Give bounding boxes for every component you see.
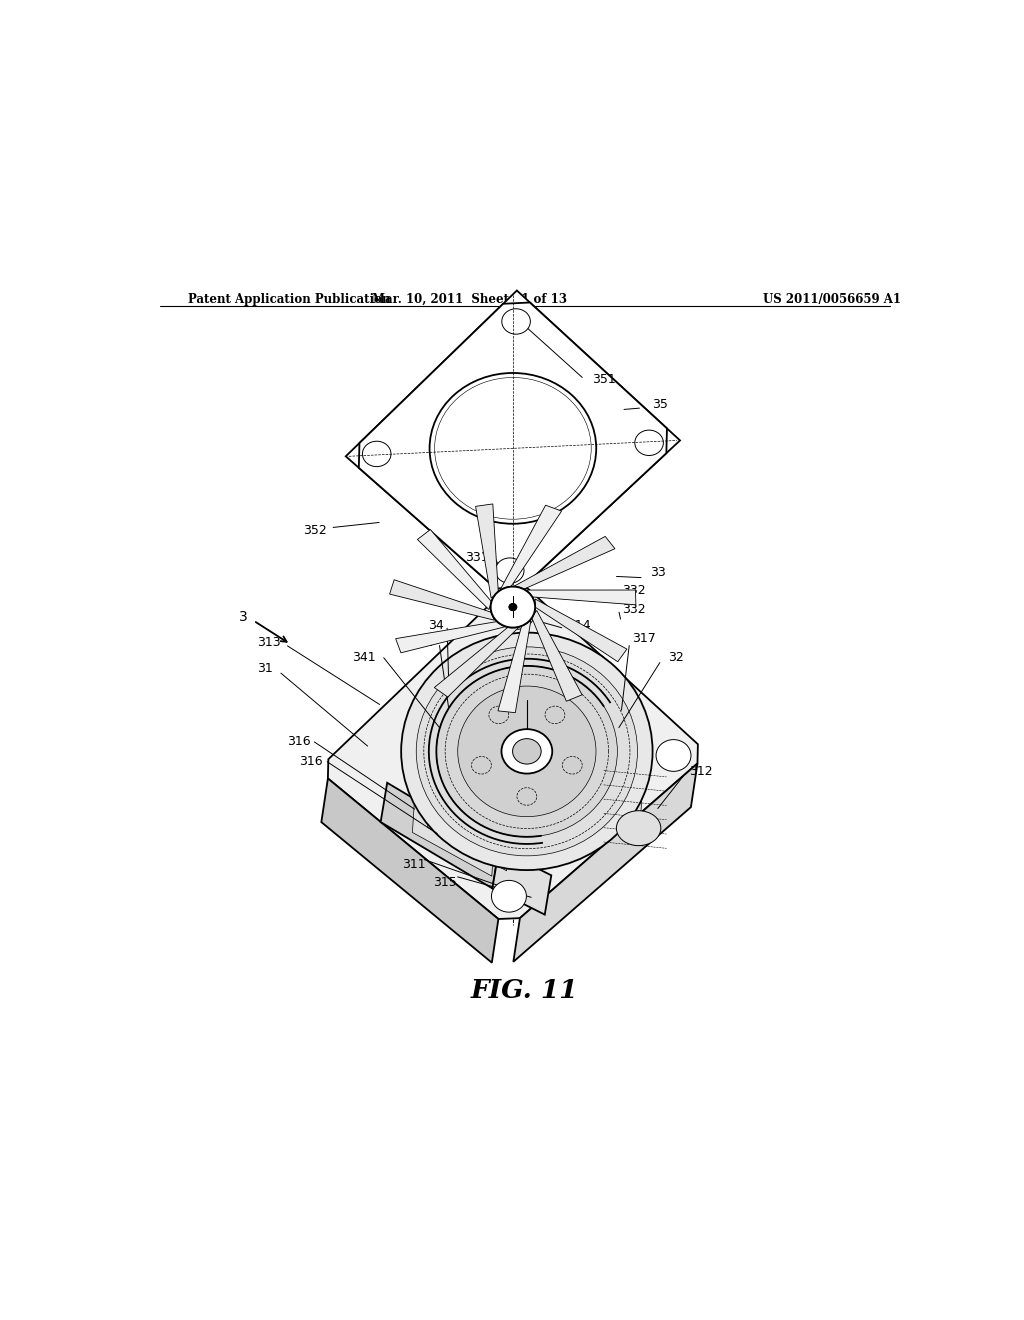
Polygon shape	[536, 599, 627, 661]
Polygon shape	[486, 768, 568, 850]
Text: US 2011/0056659 A1: US 2011/0056659 A1	[763, 293, 901, 306]
Ellipse shape	[509, 603, 517, 611]
Polygon shape	[427, 789, 509, 871]
Polygon shape	[358, 302, 667, 589]
Polygon shape	[328, 589, 698, 919]
Text: 314: 314	[567, 619, 591, 632]
Text: 316: 316	[299, 755, 323, 768]
Ellipse shape	[616, 810, 660, 846]
Text: 332: 332	[623, 603, 646, 616]
Ellipse shape	[656, 739, 691, 771]
Text: 311: 311	[401, 858, 426, 871]
Polygon shape	[418, 529, 492, 610]
Polygon shape	[502, 763, 584, 845]
Text: 312: 312	[689, 764, 713, 777]
Text: 31: 31	[257, 661, 273, 675]
Polygon shape	[531, 752, 613, 834]
Polygon shape	[472, 774, 554, 855]
Polygon shape	[457, 779, 539, 861]
Ellipse shape	[509, 603, 517, 611]
Polygon shape	[442, 784, 524, 866]
Polygon shape	[389, 579, 495, 620]
Text: Patent Application Publication: Patent Application Publication	[187, 293, 390, 306]
Ellipse shape	[490, 586, 536, 627]
Ellipse shape	[490, 586, 536, 627]
Polygon shape	[526, 590, 636, 605]
Text: 3: 3	[239, 610, 248, 623]
Text: 352: 352	[303, 524, 327, 537]
Polygon shape	[498, 620, 530, 713]
Text: 331: 331	[465, 550, 489, 564]
Polygon shape	[513, 763, 697, 962]
Ellipse shape	[362, 441, 391, 466]
Text: 33: 33	[650, 566, 666, 579]
Polygon shape	[561, 742, 643, 824]
Ellipse shape	[430, 374, 596, 524]
Polygon shape	[322, 779, 499, 962]
Polygon shape	[546, 747, 628, 829]
Ellipse shape	[416, 647, 638, 855]
Ellipse shape	[635, 430, 664, 455]
Ellipse shape	[496, 558, 524, 583]
Ellipse shape	[513, 739, 541, 764]
Ellipse shape	[500, 598, 535, 630]
Text: 35: 35	[651, 399, 668, 412]
Text: 351: 351	[592, 372, 616, 385]
Text: 316: 316	[287, 735, 310, 748]
Polygon shape	[413, 795, 495, 876]
Polygon shape	[395, 622, 506, 653]
Polygon shape	[516, 758, 598, 840]
Ellipse shape	[458, 686, 596, 817]
Text: 315: 315	[433, 876, 458, 888]
Ellipse shape	[436, 665, 617, 837]
Polygon shape	[493, 849, 551, 915]
Text: 34: 34	[418, 636, 433, 649]
Text: Mar. 10, 2011  Sheet 11 of 13: Mar. 10, 2011 Sheet 11 of 13	[372, 293, 566, 306]
Text: 32: 32	[668, 651, 683, 664]
Polygon shape	[501, 506, 561, 590]
Ellipse shape	[401, 632, 652, 870]
Text: FIG. 11: FIG. 11	[471, 978, 579, 1003]
Ellipse shape	[502, 729, 552, 774]
Polygon shape	[381, 783, 499, 888]
Text: 34: 34	[428, 619, 443, 632]
Text: 313: 313	[257, 636, 281, 649]
Text: 341: 341	[352, 651, 376, 664]
Polygon shape	[475, 504, 499, 598]
Polygon shape	[531, 610, 582, 701]
Polygon shape	[513, 536, 615, 590]
Text: 332: 332	[623, 583, 646, 597]
Text: 317: 317	[632, 632, 655, 645]
Ellipse shape	[492, 880, 526, 912]
Polygon shape	[346, 290, 680, 601]
Ellipse shape	[502, 309, 530, 334]
Polygon shape	[434, 626, 519, 697]
